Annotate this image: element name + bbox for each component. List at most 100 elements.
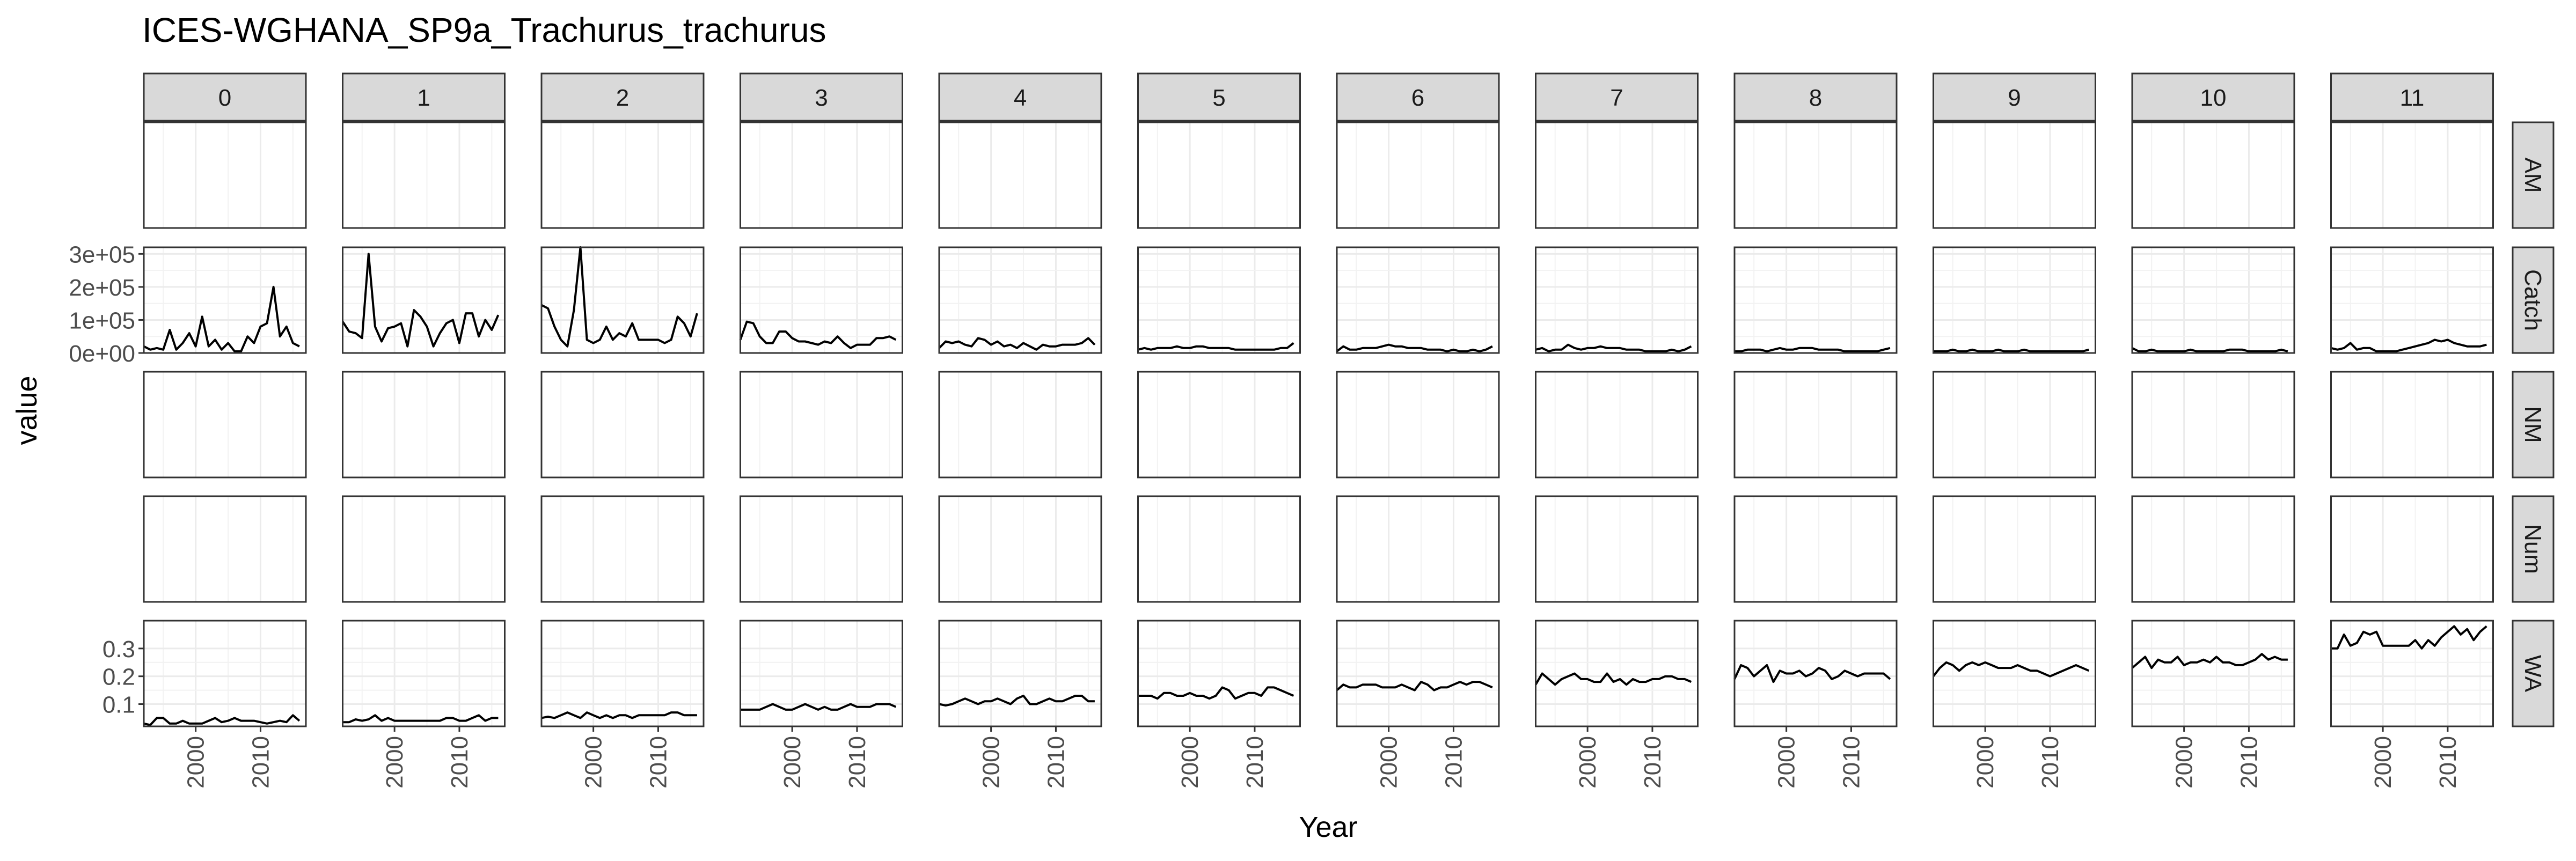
panel-border: [1535, 620, 1699, 727]
panel-bg-Catch-4: [939, 247, 1101, 353]
y-axis-label: value: [11, 376, 43, 445]
row-strip-WA: [2512, 620, 2555, 727]
panel-bg-NM-6: [1337, 372, 1499, 477]
panel-border: [1137, 495, 1301, 603]
panel-bg-Num-7: [1535, 496, 1698, 602]
x-tick-label: 2000: [2171, 736, 2198, 789]
panel-border: [740, 620, 903, 727]
row-strip-label-AM: AM: [2520, 158, 2546, 193]
panel-bg-WA-7: [1535, 621, 1698, 726]
panel-bg-AM-1: [342, 122, 505, 228]
x-tick-label: 2010: [2236, 736, 2262, 789]
panel-bg-Catch-8: [1735, 247, 1897, 353]
series-line-WA-1: [342, 714, 499, 724]
panel-border: [2131, 620, 2295, 727]
panel-bg-AM-10: [2132, 122, 2294, 228]
x-tick-label: 2010: [1043, 736, 1069, 789]
panel-border: [1336, 371, 1500, 479]
row-strip-label-NM: NM: [2520, 406, 2546, 443]
series-line-WA-11: [2331, 625, 2487, 650]
series-line-Catch-5: [1138, 342, 1294, 351]
panel-border: [740, 121, 903, 229]
panel-border: [1535, 495, 1699, 603]
x-tick-label: 2010: [247, 736, 274, 789]
column-strip-8: [1733, 72, 1898, 122]
series-line-Catch-4: [938, 337, 1096, 351]
column-strip-3: [740, 72, 903, 122]
panel-bg-NM-1: [342, 372, 505, 477]
series-line-Catch-9: [1933, 348, 2089, 352]
series-line-Catch-11: [2331, 338, 2487, 352]
panel-bg-AM-0: [144, 122, 306, 228]
panel-bg-Num-0: [144, 496, 306, 602]
x-tick-label: 2010: [844, 736, 870, 789]
panel-bg-Num-9: [1933, 496, 2096, 602]
x-tick-label: 2010: [1242, 736, 1268, 789]
panel-border: [342, 495, 506, 603]
x-tick-label: 2010: [447, 736, 473, 789]
x-tick-label: 2000: [1774, 736, 1800, 789]
panel-border: [143, 121, 307, 229]
panel-border: [2131, 495, 2295, 603]
column-strip-label-4: 4: [1014, 85, 1027, 111]
series-line-WA-0: [143, 714, 301, 726]
y-tick-label-Catch: 2e+05: [69, 275, 135, 301]
x-tick-label: 2010: [1838, 736, 1864, 789]
y-tick-label-WA: 0.3: [103, 636, 135, 663]
panel-bg-WA-9: [1933, 621, 2096, 726]
column-strip-label-1: 1: [417, 85, 430, 111]
x-axis-label: Year: [1299, 811, 1357, 843]
panel-border: [1336, 495, 1500, 603]
column-strip-4: [938, 72, 1102, 122]
panel-border: [938, 121, 1102, 229]
panel-border: [342, 246, 506, 354]
panel-border: [1137, 121, 1301, 229]
series-line-Catch-0: [143, 285, 300, 352]
series-line-Catch-2: [541, 246, 698, 348]
row-strip-label-Catch: Catch: [2520, 269, 2546, 331]
panel-bg-Catch-11: [2331, 247, 2493, 353]
panel-border: [2330, 620, 2494, 727]
panel-bg-WA-3: [740, 621, 903, 726]
panel-border: [342, 620, 506, 727]
chart-title: ICES-WGHANA_SP9a_Trachurus_trachurus: [142, 11, 826, 49]
panel-border: [1933, 121, 2096, 229]
panel-border: [2330, 495, 2494, 603]
panel-bg-AM-11: [2331, 122, 2493, 228]
row-strip-label-WA: WA: [2520, 655, 2546, 693]
panel-border: [2330, 371, 2494, 479]
series-line-WA-2: [541, 711, 697, 719]
panel-border: [938, 495, 1102, 603]
panel-bg-Num-6: [1337, 496, 1499, 602]
row-strip-Catch: [2512, 246, 2555, 354]
panel-border: [740, 371, 903, 479]
panel-border: [2131, 246, 2295, 354]
column-strip-label-6: 6: [1411, 85, 1424, 111]
y-tick-label-Catch: 3e+05: [69, 241, 135, 268]
panel-border: [540, 620, 705, 727]
column-strip-label-9: 9: [2008, 85, 2021, 111]
panel-border: [2131, 121, 2295, 229]
panel-bg-Num-4: [939, 496, 1101, 602]
panel-bg-Catch-3: [740, 247, 903, 353]
panel-border: [938, 246, 1102, 354]
y-tick-label-Catch: 1e+05: [69, 307, 135, 334]
panel-bg-WA-0: [144, 621, 306, 726]
panel-bg-NM-9: [1933, 372, 2096, 477]
x-tick-label: 2000: [183, 736, 209, 789]
panel-bg-NM-2: [541, 372, 704, 477]
column-strip-6: [1336, 72, 1500, 122]
panel-border: [740, 246, 903, 354]
panel-bg-AM-2: [541, 122, 704, 228]
panel-bg-AM-9: [1933, 122, 2096, 228]
series-line-Catch-3: [739, 320, 897, 349]
x-tick-label: 2000: [978, 736, 1005, 789]
panel-bg-Num-11: [2331, 496, 2493, 602]
panel-bg-NM-4: [939, 372, 1101, 477]
panel-border: [1336, 121, 1500, 229]
x-tick-label: 2010: [645, 736, 671, 789]
panel-border: [1137, 246, 1301, 354]
panel-bg-WA-11: [2331, 621, 2493, 726]
y-tick-label-Catch: 0e+00: [69, 341, 135, 367]
